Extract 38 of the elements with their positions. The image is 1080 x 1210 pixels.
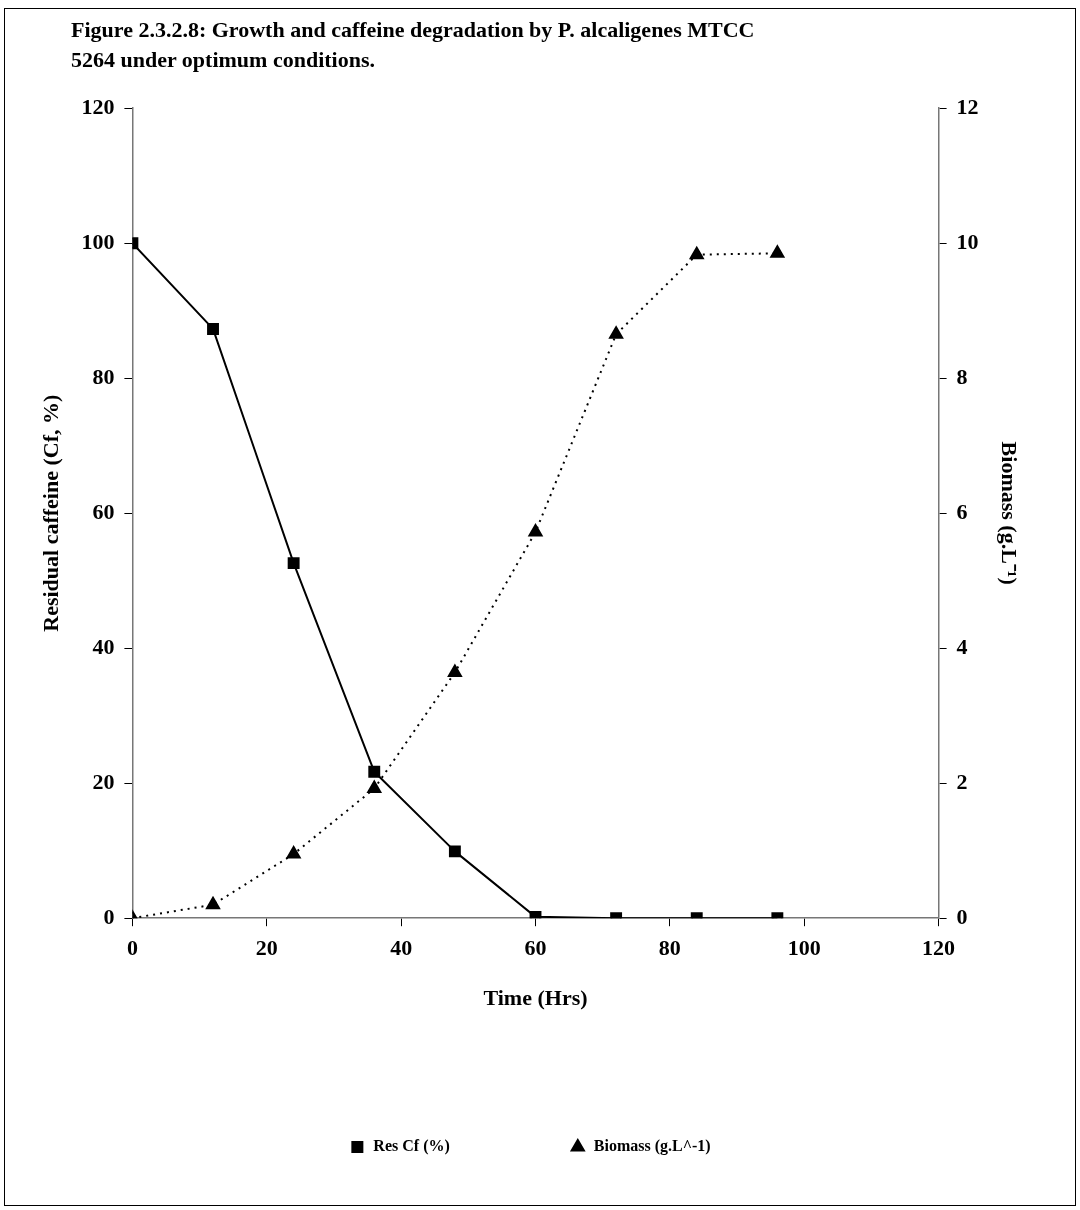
x-axis-title: Time (Hrs) [483, 985, 588, 1011]
x-tick-label: 80 [658, 935, 681, 961]
y-tick-label: 20 [92, 768, 115, 794]
point [770, 245, 785, 258]
legend-label: Biomass (g.L^-1) [593, 1137, 711, 1156]
point [368, 765, 381, 778]
y-tick-label: 100 [81, 228, 115, 254]
chart-title: Figure 2.3.2.8: Growth and caffeine degradation by P. alcaligenes MTCC 5264 under optimum conditions. [71, 16, 756, 74]
point [205, 896, 221, 910]
y-tick-label: 80 [92, 363, 115, 389]
y2-tick-label: 0 [956, 903, 968, 929]
y2-tick-label: 8 [956, 363, 968, 389]
y-tick-label: 60 [92, 498, 115, 524]
y2-tick-label: 12 [956, 93, 979, 119]
y-tick-label: 40 [92, 633, 115, 659]
x-tick-label: 40 [390, 935, 413, 961]
point [609, 326, 624, 339]
point [287, 557, 300, 570]
y2-tick-label: 4 [956, 633, 968, 659]
y2-axis-title: Biomass (g.L⁻¹) [997, 441, 1023, 585]
x-tick-label: 100 [787, 935, 821, 961]
y2-tick-label: 2 [956, 768, 968, 794]
point [528, 524, 543, 537]
point [367, 780, 382, 794]
point [286, 846, 301, 859]
legend-label: Res Cf (%) [373, 1137, 450, 1156]
y2-tick-label: 10 [956, 228, 979, 254]
x-tick-label: 20 [255, 935, 278, 961]
y-tick-label: 0 [103, 903, 115, 929]
point [447, 664, 462, 677]
x-tick-label: 60 [524, 935, 547, 961]
y-tick-label: 120 [81, 93, 115, 119]
point [689, 246, 704, 260]
y-axis-title: Residual caffeine (Cf, %) [37, 394, 63, 632]
x-tick-label: 0 [126, 935, 138, 961]
y2-tick-label: 6 [956, 498, 968, 524]
point [207, 322, 219, 335]
x-tick-label: 120 [922, 935, 956, 961]
